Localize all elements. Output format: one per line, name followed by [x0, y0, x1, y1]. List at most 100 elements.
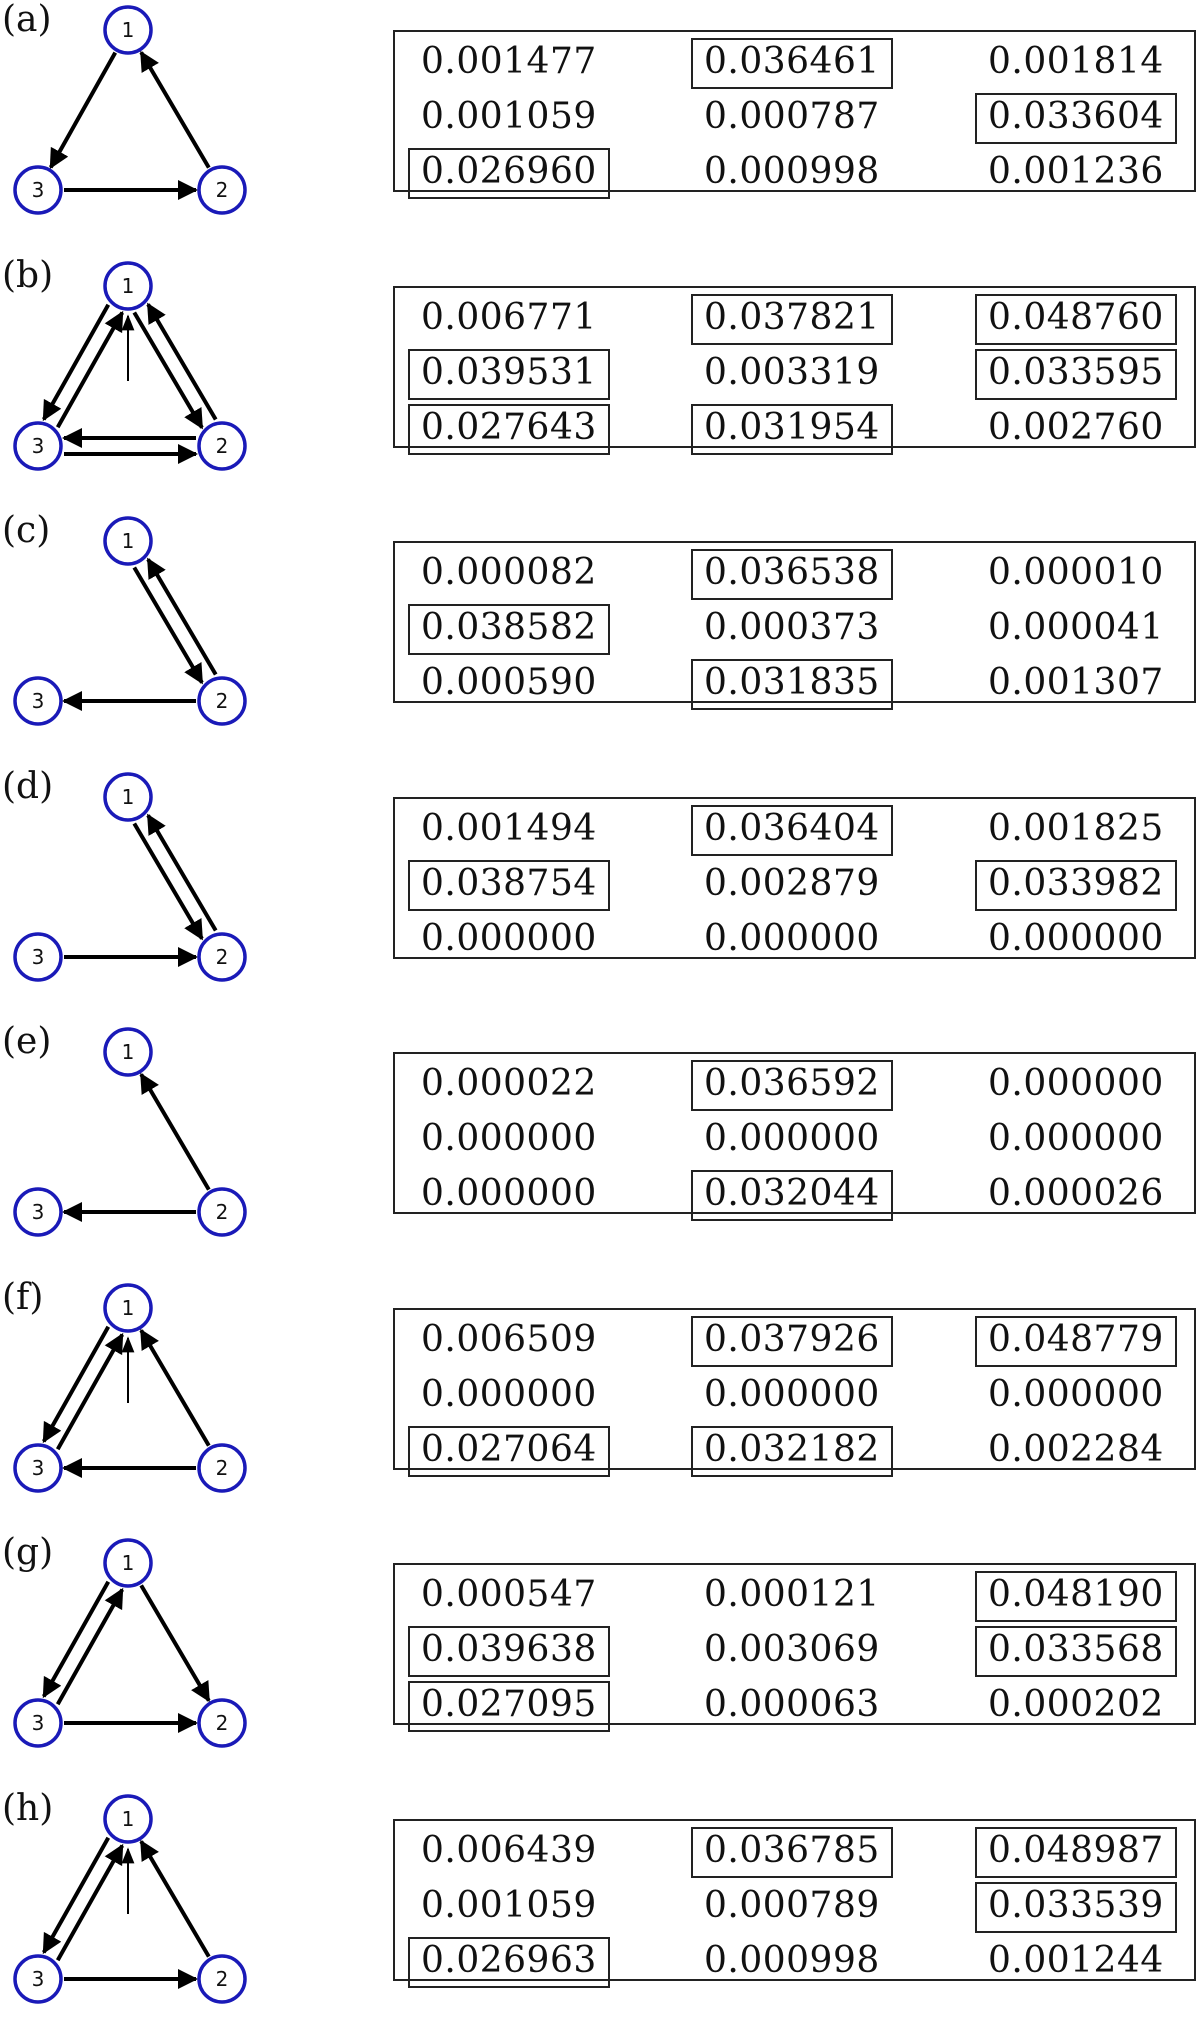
matrix-value: 0.000547: [421, 1574, 597, 1615]
matrix-cell-wrap: 0.036461: [691, 38, 944, 89]
weight-matrix: 0.000082 0.036538 0.000010 0.038582 0.000373…: [393, 541, 1198, 710]
matrix-value: 0.006771: [421, 296, 597, 338]
matrix-cell-wrap: 0.000082: [421, 549, 661, 597]
edge-1-to-2: [132, 821, 204, 940]
weight-matrix: 0.001477 0.036461 0.001814 0.001059 0.000787…: [393, 30, 1198, 199]
matrix-value: 0.006509: [421, 1318, 597, 1360]
matrix-cell-wrap: 0.002879: [704, 860, 944, 908]
node-2: 2: [197, 676, 247, 726]
matrix-value: 0.001059: [421, 96, 597, 137]
matrix-cell-wrap: 0.002760: [988, 404, 1198, 452]
node-label: 2: [216, 178, 229, 202]
matrix-cell-wrap: 0.033604: [975, 93, 1198, 144]
matrix-cell-wrap: 0.003319: [704, 349, 944, 397]
matrix-value-boxed: 0.039531: [408, 348, 610, 400]
node-label: 3: [32, 178, 45, 202]
node-1: 1: [103, 771, 153, 822]
weight-matrix: 0.000022 0.036592 0.000000 0.000000 0.000000…: [393, 1052, 1198, 1221]
matrix-value-boxed: 0.036404: [691, 804, 893, 856]
matrix-value-boxed: 0.031835: [691, 659, 893, 710]
matrix-cell-wrap: 0.032044: [691, 1170, 944, 1221]
panel-b: (b) 1 2 3 0.006771 0.037821 0.048760 0.039531 0.…: [0, 254, 1198, 511]
matrix-value-boxed: 0.033982: [975, 859, 1177, 911]
panel-label: (e): [2, 1021, 52, 1062]
matrix-value-boxed: 0.048190: [975, 1571, 1177, 1622]
panel-g: (g) 1 2 3 0.000547 0.000121 0.048190 0.039638 0.…: [0, 1533, 1198, 1788]
node-label: 1: [122, 785, 135, 809]
matrix-cell-wrap: 0.000000: [421, 1115, 661, 1163]
matrix-value: 0.001814: [988, 41, 1164, 82]
matrix-cell-wrap: 0.000010: [988, 549, 1198, 597]
matrix-cell-wrap: 0.006771: [421, 294, 661, 342]
matrix-value-boxed: 0.048760: [975, 293, 1177, 345]
matrix-cell-wrap: 0.000202: [988, 1681, 1198, 1729]
node-3: 3: [13, 1953, 63, 2004]
matrix-cell-wrap: 0.000000: [988, 1060, 1198, 1108]
matrix-cell-wrap: 0.000547: [421, 1571, 661, 1619]
matrix-value: 0.000000: [421, 1118, 597, 1159]
node-2: 2: [197, 1442, 247, 1493]
weight-matrix: 0.006771 0.037821 0.048760 0.039531 0.003319…: [393, 285, 1198, 455]
matrix-cell-wrap: 0.033982: [975, 859, 1198, 911]
edge-3-to-1: [55, 1843, 124, 1961]
panel-label: (b): [2, 254, 54, 296]
matrix-cell-wrap: 0.032182: [691, 1425, 944, 1477]
matrix-value-boxed: 0.038582: [408, 604, 610, 655]
matrix-value: 0.001236: [988, 151, 1164, 192]
matrix-value: 0.001494: [421, 807, 597, 849]
edge-1-to-2: [139, 1584, 211, 1703]
matrix-cell-wrap: 0.000998: [704, 148, 944, 196]
matrix-cell-wrap: 0.039531: [408, 348, 661, 400]
matrix-value: 0.000063: [704, 1684, 880, 1725]
matrix-cell-wrap: 0.033595: [975, 348, 1198, 400]
node-3: 3: [13, 1442, 63, 1493]
matrix-cell-wrap: 0.026960: [408, 148, 661, 199]
panel-label: (c): [2, 510, 51, 551]
weight-matrix: 0.000547 0.000121 0.048190 0.039638 0.003069…: [393, 1563, 1196, 1732]
matrix-value: 0.000022: [421, 1063, 597, 1104]
node-label: 1: [122, 18, 135, 42]
node-1: 1: [103, 5, 153, 55]
panel-e: (e) 1 2 3 0.000022 0.036592 0.000000 0.000000 0.…: [0, 1022, 1198, 1277]
matrix-value-boxed: 0.036461: [691, 38, 893, 89]
matrix-value: 0.000000: [704, 1373, 880, 1415]
matrix-value-boxed: 0.037821: [691, 293, 893, 345]
matrix-value-boxed: 0.036785: [691, 1826, 893, 1878]
node-3: 3: [13, 676, 63, 726]
panel-label: (d): [2, 765, 54, 807]
node-label: 2: [216, 434, 229, 458]
panel-h: (h) 1 2 3 0.006439 0.036785 0.048987 0.001059 0.…: [0, 1788, 1198, 2044]
matrix-cell-wrap: 0.037926: [691, 1315, 944, 1367]
weight-matrix: 0.006509 0.037926 0.048779 0.000000 0.000000…: [393, 1307, 1198, 1477]
matrix-cell-wrap: 0.037821: [691, 293, 944, 345]
node-label: 1: [122, 1296, 135, 1320]
matrix-value: 0.000000: [704, 1118, 880, 1159]
matrix-value: 0.001825: [988, 807, 1164, 849]
node-label: 3: [32, 1967, 45, 1991]
edge-1-to-2: [132, 566, 204, 685]
matrix-cell-wrap: 0.036538: [691, 549, 944, 600]
edge-1-to-3: [42, 1325, 111, 1443]
node-label: 1: [122, 274, 135, 298]
matrix-cell-wrap: 0.000000: [988, 1371, 1198, 1419]
matrix-cell-wrap: 0.003069: [704, 1626, 944, 1674]
matrix-value: 0.001244: [988, 1939, 1164, 1981]
matrix-value: 0.000202: [988, 1684, 1164, 1725]
matrix-value-boxed: 0.033595: [975, 348, 1177, 400]
node-1: 1: [103, 1027, 153, 1077]
matrix-value: 0.003319: [704, 351, 880, 393]
matrix-value-boxed: 0.036592: [691, 1060, 893, 1111]
node-label: 2: [216, 1711, 229, 1735]
node-3: 3: [13, 165, 63, 215]
matrix-cell-wrap: 0.031835: [691, 659, 944, 710]
matrix-value-boxed: 0.027095: [408, 1681, 610, 1732]
matrix-cell-wrap: 0.000022: [421, 1060, 661, 1108]
panel-label: (a): [2, 0, 52, 40]
matrix-value: 0.000787: [704, 96, 880, 137]
matrix-value: 0.000041: [988, 607, 1164, 648]
weight-matrix: 0.006439 0.036785 0.048987 0.001059 0.000789…: [393, 1818, 1196, 1988]
matrix-cell-wrap: 0.000000: [704, 1115, 944, 1163]
network-graph: 1 2 3: [13, 1538, 247, 1748]
matrix-cell-wrap: 0.031954: [691, 403, 944, 455]
matrix-cell-wrap: 0.000000: [704, 915, 944, 963]
